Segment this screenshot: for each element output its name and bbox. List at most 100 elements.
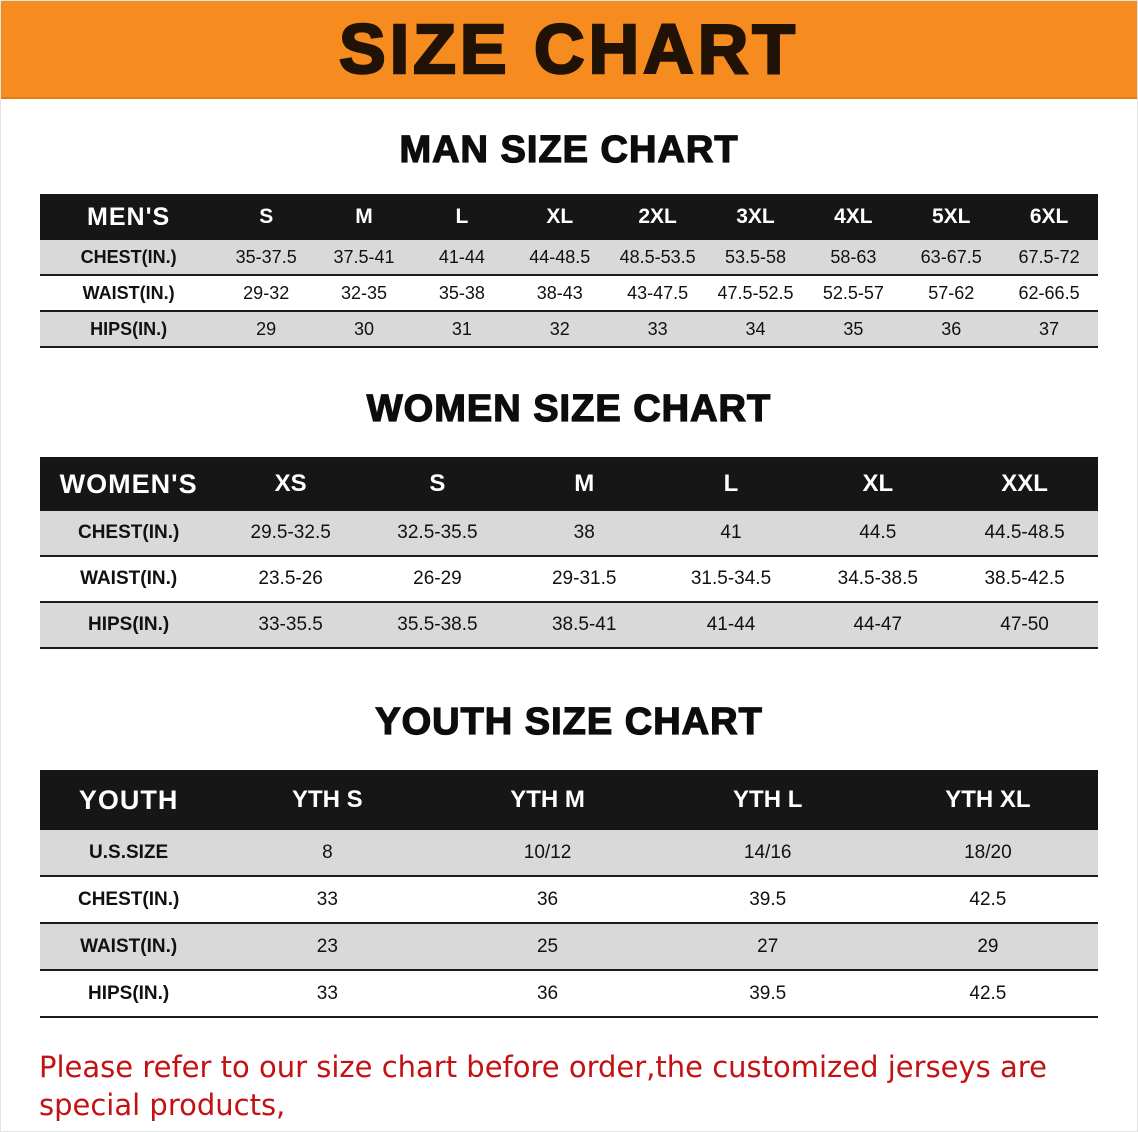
column-header: L xyxy=(412,194,511,240)
table-cell: 53.5-58 xyxy=(724,246,787,267)
column-header: XL xyxy=(510,194,609,240)
table-cell: 31 xyxy=(451,318,472,339)
women-size-chart-section: WOMEN SIZE CHART WOMEN'S XS S M L XL XXL CHEST(… xyxy=(1,387,1137,649)
row-label: CHEST(IN.) xyxy=(77,522,180,543)
table-cell: 48.5-53.5 xyxy=(619,246,696,267)
table-row: WAIST(IN.) 29-32 32-35 35-38 38-43 43-47.5 47.… xyxy=(40,275,1098,311)
column-header: 6XL xyxy=(1000,194,1098,240)
table-cell: 57-62 xyxy=(928,282,975,303)
table-cell: 14/16 xyxy=(743,841,792,863)
table-title-cell: YOUTH xyxy=(40,770,218,830)
table-header-row: YOUTH YTH S YTH M YTH L YTH XL xyxy=(40,770,1098,830)
column-header: XXL xyxy=(951,457,1098,511)
men-size-chart-section: MAN SIZE CHART MEN'S S M L XL 2XL 3XL 4XL 5XL 6XL… xyxy=(1,128,1137,348)
table-title-cell: WOMEN'S xyxy=(40,457,218,511)
row-label: HIPS(IN.) xyxy=(87,982,170,1004)
youth-section-heading: YOUTH SIZE CHART xyxy=(375,700,763,743)
row-label: CHEST(IN.) xyxy=(77,888,180,910)
table-cell: 67.5-72 xyxy=(1018,246,1080,267)
table-cell: 23.5-26 xyxy=(258,568,323,589)
table-cell: 39.5 xyxy=(749,888,787,910)
table-header-row: MEN'S S M L XL 2XL 3XL 4XL 5XL 6XL xyxy=(40,194,1098,240)
table-cell: 42.5 xyxy=(969,888,1007,910)
table-cell: 44.5-48.5 xyxy=(984,522,1065,543)
table-row: U.S.SIZE 8 10/12 14/16 18/20 xyxy=(40,830,1098,876)
table-cell: 42.5 xyxy=(969,982,1007,1004)
table-cell: 47-50 xyxy=(1000,614,1049,635)
row-label: HIPS(IN.) xyxy=(90,318,168,339)
table-cell: 26-29 xyxy=(413,568,462,589)
column-header: YTH XL xyxy=(877,770,1098,830)
table-cell: 36 xyxy=(536,982,559,1004)
table-cell: 34 xyxy=(745,318,766,339)
column-header: YTH L xyxy=(657,770,878,830)
table-title-cell: MEN'S xyxy=(40,194,218,240)
women-section-heading: WOMEN SIZE CHART xyxy=(366,387,772,430)
row-label: WAIST(IN.) xyxy=(82,282,175,303)
table-cell: 38.5-41 xyxy=(551,614,617,635)
column-header: YTH M xyxy=(437,770,658,830)
table-cell: 36 xyxy=(536,888,559,910)
table-cell: 35-38 xyxy=(438,282,485,303)
table-cell: 41-44 xyxy=(438,246,485,267)
youth-size-table: YOUTH YTH S YTH M YTH L YTH XL U.S.SIZE 8 10/12… xyxy=(40,770,1098,1018)
footer-note-line-1: Please refer to our size chart before or… xyxy=(39,1050,1047,1122)
table-cell: 29 xyxy=(977,935,999,957)
table-cell: 52.5-57 xyxy=(822,282,884,303)
table-cell: 30 xyxy=(354,318,375,339)
table-cell: 18/20 xyxy=(964,841,1012,863)
table-cell: 38.5-42.5 xyxy=(984,568,1065,589)
column-header: M xyxy=(510,457,658,511)
table-row: WAIST(IN.) 23 25 27 29 xyxy=(40,923,1098,970)
table-cell: 35.5-38.5 xyxy=(397,614,478,635)
table-cell: 36 xyxy=(941,318,962,339)
table-cell: 37.5-41 xyxy=(333,246,395,267)
table-cell: 44.5 xyxy=(859,522,897,543)
table-cell: 33 xyxy=(316,982,338,1004)
row-label: WAIST(IN.) xyxy=(80,935,178,957)
table-cell: 29 xyxy=(256,318,277,339)
table-cell: 38 xyxy=(573,522,595,543)
column-header: 3XL xyxy=(706,194,805,240)
table-cell: 32-35 xyxy=(341,282,388,303)
table-cell: 23 xyxy=(316,935,338,957)
table-cell: 34.5-38.5 xyxy=(837,568,918,589)
column-header: 5XL xyxy=(902,194,1001,240)
table-header-row: WOMEN'S XS S M L XL XXL xyxy=(40,457,1098,511)
column-header: S xyxy=(217,194,316,240)
table-row: WAIST(IN.) 23.5-26 26-29 29-31.5 31.5-34.5 34… xyxy=(40,556,1098,602)
table-row: CHEST(IN.) 33 36 39.5 42.5 xyxy=(40,876,1098,923)
footer-note: Please refer to our size chart before or… xyxy=(39,1048,1099,1131)
table-cell: 38-43 xyxy=(536,282,583,303)
table-cell: 29-31.5 xyxy=(551,568,617,589)
table-cell: 32.5-35.5 xyxy=(397,522,478,543)
table-cell: 29.5-32.5 xyxy=(250,522,331,543)
table-row: CHEST(IN.) 35-37.5 37.5-41 41-44 44-48.5 48.5… xyxy=(40,240,1098,275)
table-cell: 33-35.5 xyxy=(258,614,323,635)
row-label: HIPS(IN.) xyxy=(87,614,170,635)
table-row: HIPS(IN.) 33-35.5 35.5-38.5 38.5-41 41-44 44-… xyxy=(40,602,1098,648)
table-cell: 44-47 xyxy=(853,614,903,635)
table-cell: 35-37.5 xyxy=(235,246,297,267)
table-cell: 25 xyxy=(536,935,559,957)
row-label: U.S.SIZE xyxy=(89,841,169,863)
column-header: 2XL xyxy=(608,194,707,240)
table-cell: 32 xyxy=(549,318,570,339)
column-header: 4XL xyxy=(804,194,903,240)
table-row: CHEST(IN.) 29.5-32.5 32.5-35.5 38 41 44.5 44.5… xyxy=(40,511,1098,556)
table-cell: 10/12 xyxy=(523,841,572,863)
column-header: XS xyxy=(217,457,365,511)
table-cell: 39.5 xyxy=(749,982,787,1004)
banner: SIZE CHART xyxy=(1,1,1137,99)
table-cell: 27 xyxy=(757,935,779,957)
row-label: CHEST(IN.) xyxy=(80,246,177,267)
women-size-table: WOMEN'S XS S M L XL XXL CHEST(IN.) 29.5-32.5 32.5… xyxy=(40,457,1098,649)
column-header: S xyxy=(364,457,511,511)
table-cell: 33 xyxy=(647,318,668,339)
table-cell: 41 xyxy=(720,522,742,543)
column-header: M xyxy=(315,194,413,240)
table-row: HIPS(IN.) 33 36 39.5 42.5 xyxy=(40,970,1098,1017)
column-header: XL xyxy=(804,457,952,511)
table-cell: 44-48.5 xyxy=(529,246,591,267)
